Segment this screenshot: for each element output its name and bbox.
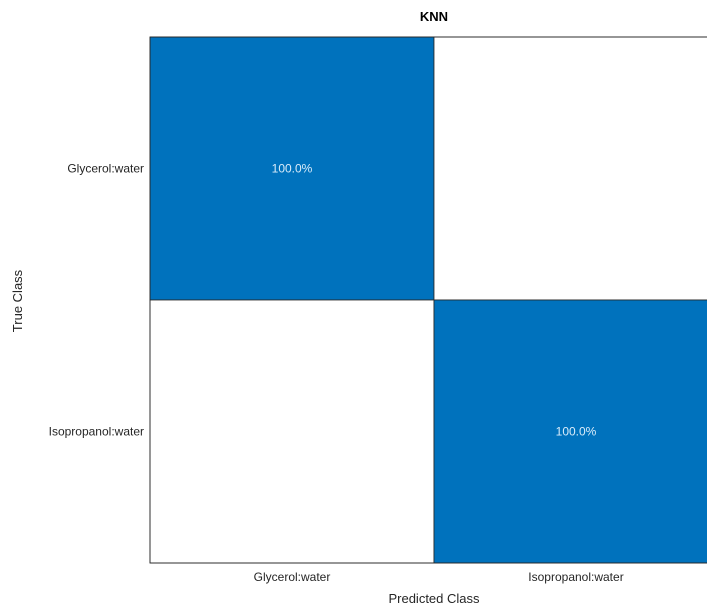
plot-frame (149, 36, 707, 564)
y-tick-label: Isopropanol:water (49, 425, 144, 439)
x-axis-label: Predicted Class (388, 591, 480, 606)
cell-value-label: 100.0% (272, 162, 313, 176)
y-axis-label: True Class (10, 269, 25, 332)
chart-title: KNN (420, 9, 448, 24)
y-tick-label: Glycerol:water (67, 162, 144, 176)
x-tick-label: Glycerol:water (254, 570, 331, 584)
heatmap-cell (433, 36, 707, 301)
plot-border (149, 36, 707, 564)
cell-value-label: 100.0% (556, 425, 597, 439)
tick-labels: Glycerol:water Isopropanol:water Glycerol:… (49, 162, 624, 585)
x-tick-label: Isopropanol:water (528, 570, 623, 584)
heatmap-cell (149, 36, 435, 301)
heatmap-cell (433, 299, 707, 564)
heatmap-cell (149, 299, 435, 564)
heatmap-cells: 100.0% 100.0% (149, 36, 707, 564)
